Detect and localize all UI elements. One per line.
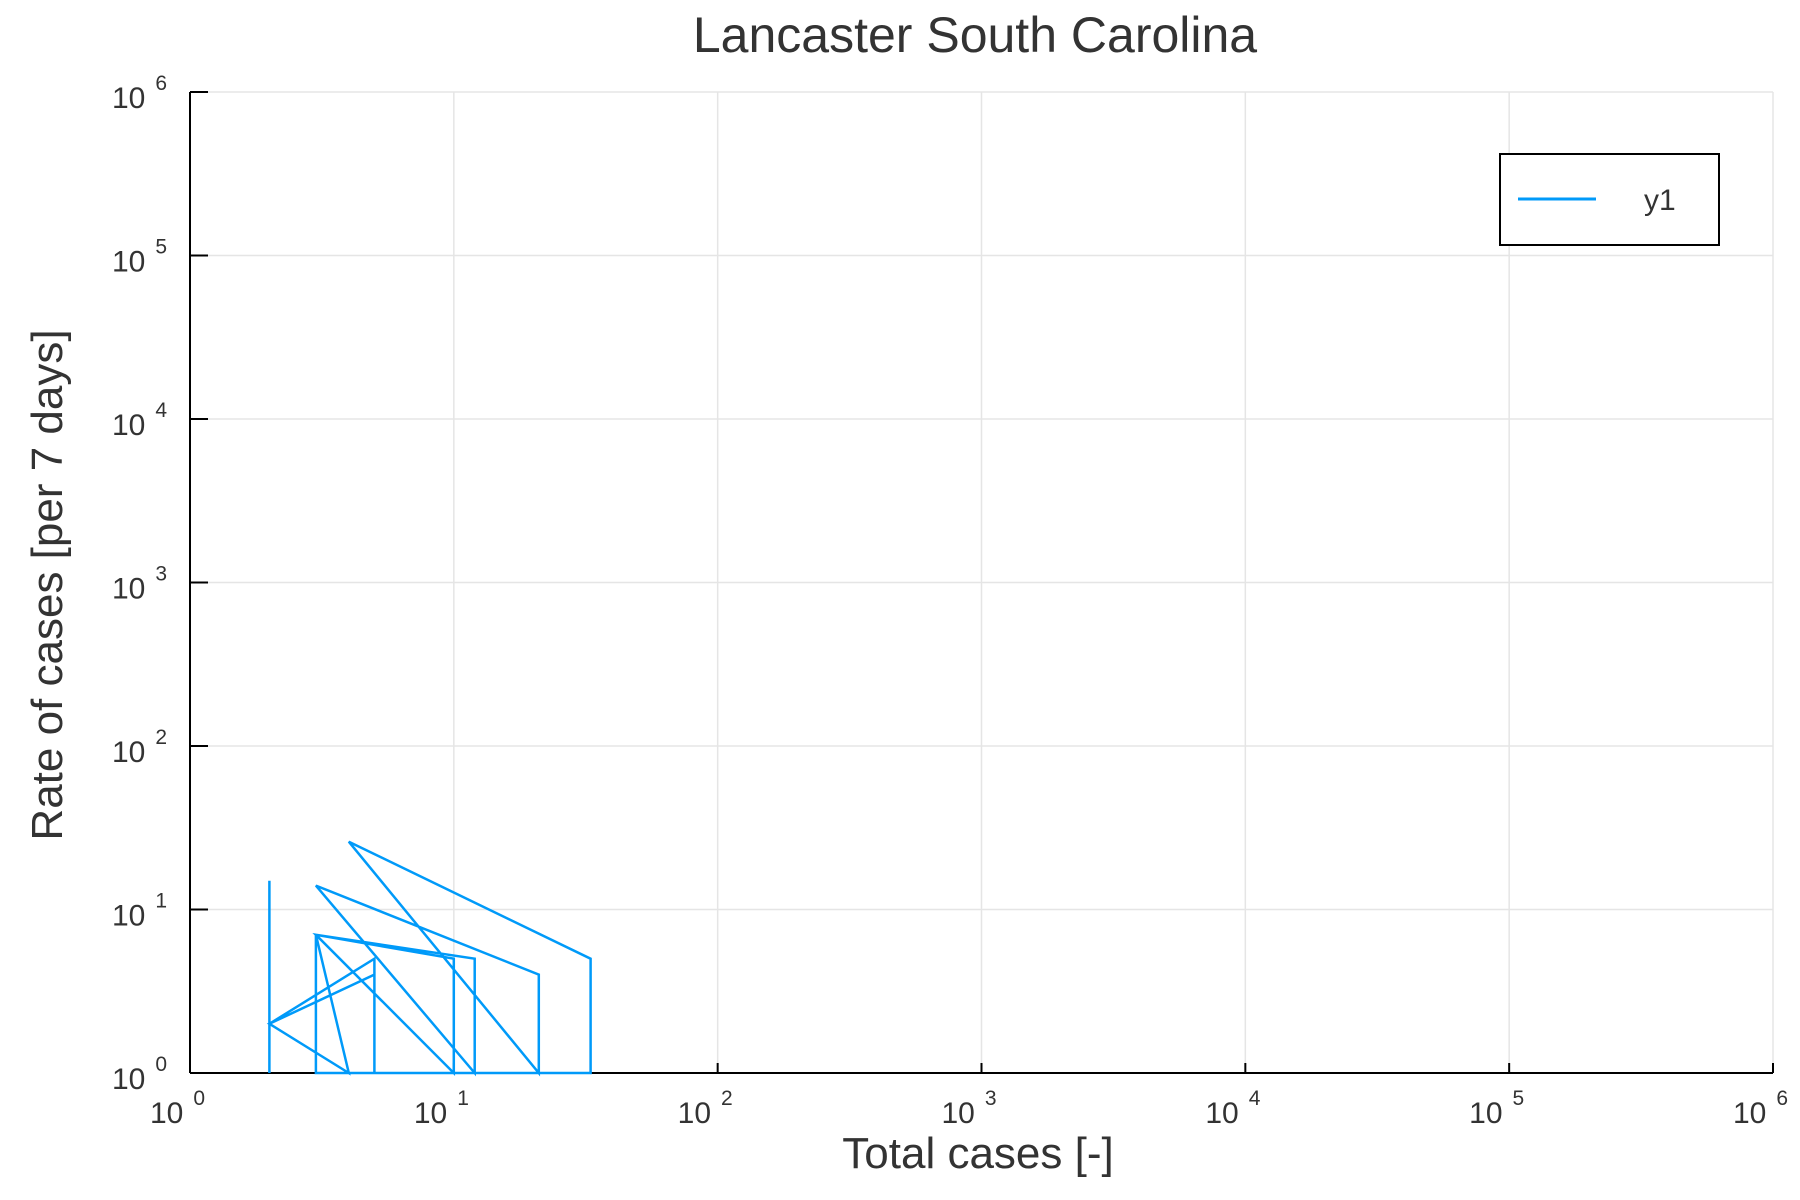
y-tick-base: 10	[112, 736, 145, 769]
x-tick-exponent: 0	[193, 1087, 205, 1110]
x-tick-exponent: 1	[457, 1087, 469, 1110]
grid-lines	[189, 91, 1774, 1074]
x-tick-base: 10	[1469, 1097, 1502, 1130]
y-tick-label: 10 1	[112, 890, 167, 933]
y-tick-label: 10 4	[112, 399, 167, 442]
y-tick-base: 10	[112, 573, 145, 606]
y-tick-base: 10	[112, 409, 145, 442]
x-tick-label: 10 0	[150, 1087, 205, 1130]
y-tick-label: 10 3	[112, 563, 167, 606]
x-tick-label: 10 2	[678, 1087, 733, 1130]
x-tick-base: 10	[678, 1097, 711, 1130]
x-axis-tick-labels: 10 0 10 1 10 2 10 3 10 4 10 5 10 6	[150, 1087, 1788, 1130]
x-tick-label: 10 6	[1733, 1087, 1788, 1130]
y-tick-label: 10 5	[112, 236, 167, 279]
y-tick-base: 10	[112, 1063, 145, 1096]
x-tick-base: 10	[1205, 1097, 1238, 1130]
legend-label-y1: y1	[1644, 184, 1676, 217]
data-series	[266, 840, 592, 1077]
y-tick-exponent: 5	[155, 236, 167, 259]
x-tick-base: 10	[414, 1097, 447, 1130]
chart-title: Lancaster South Carolina	[693, 7, 1257, 63]
y-tick-label: 10 6	[112, 72, 167, 115]
y-tick-exponent: 2	[155, 726, 167, 749]
y-tick-exponent: 0	[155, 1053, 167, 1076]
x-tick-exponent: 5	[1513, 1087, 1525, 1110]
x-tick-exponent: 3	[985, 1087, 997, 1110]
legend: y1	[1499, 153, 1720, 246]
x-tick-exponent: 2	[721, 1087, 733, 1110]
x-tick-exponent: 6	[1776, 1087, 1788, 1110]
y-tick-label: 10 0	[112, 1053, 167, 1096]
x-tick-label: 10 5	[1469, 1087, 1524, 1130]
x-tick-label: 10 4	[1205, 1087, 1260, 1130]
y-tick-exponent: 4	[155, 399, 167, 422]
x-axis-label: Total cases [-]	[842, 1129, 1113, 1178]
y-axis-tick-labels: 10 0 10 1 10 2 10 3 10 4 10 5 10 6	[112, 72, 167, 1096]
y-tick-base: 10	[112, 900, 145, 933]
x-tick-base: 10	[942, 1097, 975, 1130]
y-tick-exponent: 3	[155, 563, 167, 586]
x-tick-exponent: 4	[1249, 1087, 1261, 1110]
x-tick-base: 10	[1733, 1097, 1766, 1130]
series-line-y1	[266, 840, 592, 1077]
y-tick-exponent: 1	[155, 890, 167, 913]
y-tick-label: 10 2	[112, 726, 167, 769]
y-tick-base: 10	[112, 246, 145, 279]
y-axis-label: Rate of cases [per 7 days]	[23, 329, 72, 840]
x-tick-base: 10	[150, 1097, 183, 1130]
x-tick-label: 10 1	[414, 1087, 469, 1130]
x-tick-label: 10 3	[942, 1087, 997, 1130]
y-tick-base: 10	[112, 82, 145, 115]
y-tick-exponent: 6	[155, 72, 167, 95]
